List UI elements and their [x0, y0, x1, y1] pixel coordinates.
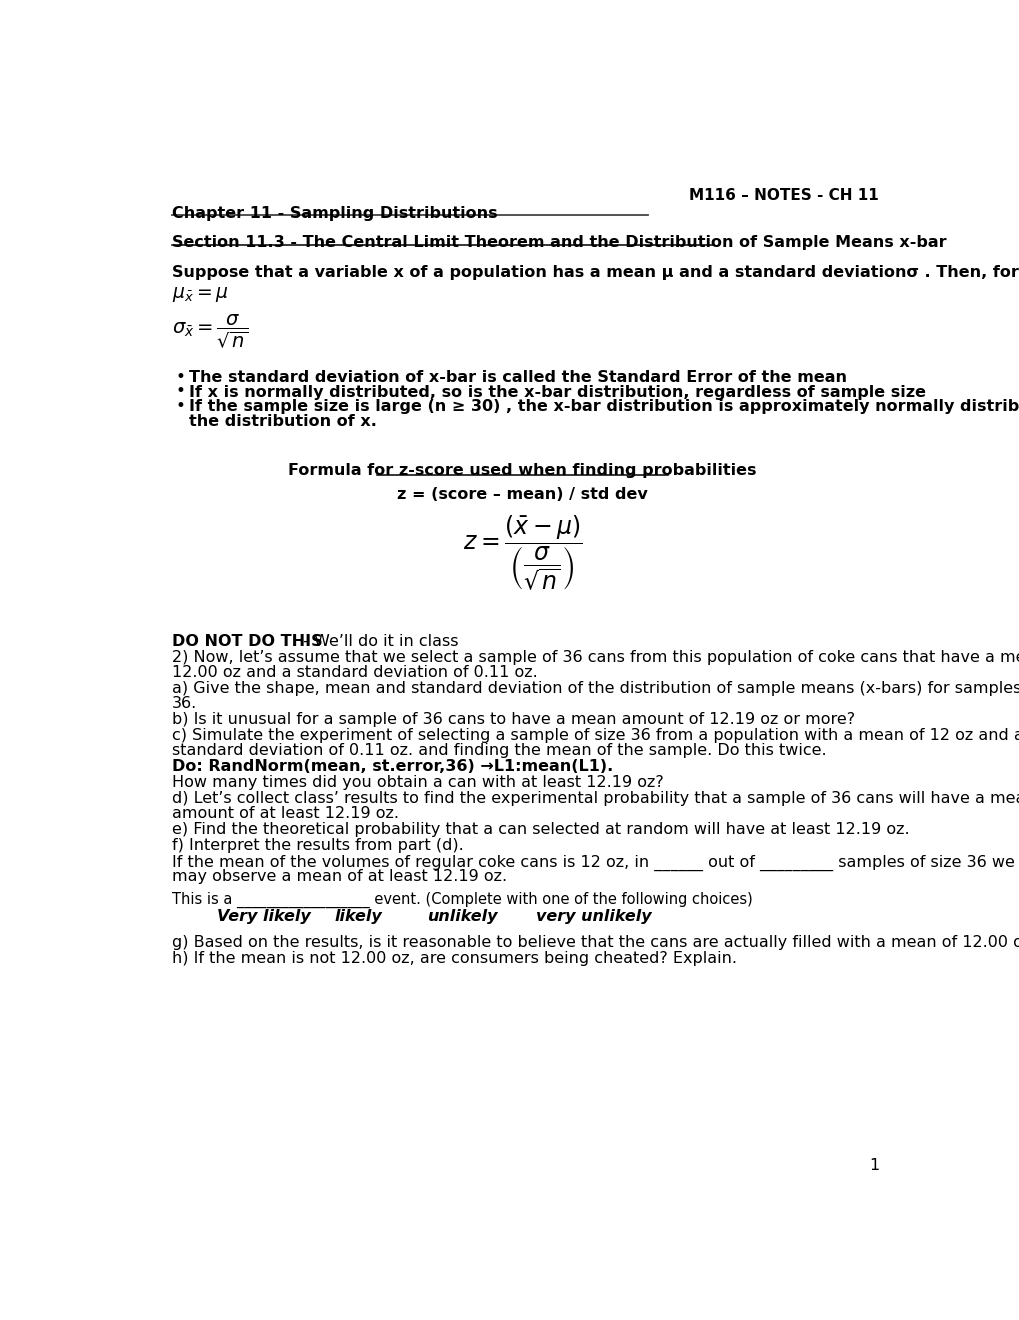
Text: Very likely: Very likely [216, 909, 310, 924]
Text: If the mean of the volumes of regular coke cans is 12 oz, in ______ out of _____: If the mean of the volumes of regular co… [171, 854, 1014, 871]
Text: Do: RandNorm(mean, st.error,36) →L1:mean(L1).: Do: RandNorm(mean, st.error,36) →L1:mean… [171, 759, 612, 774]
Text: The standard deviation of x-bar is called the Standard Error of the mean: The standard deviation of x-bar is calle… [189, 370, 846, 385]
Text: $\mu_{\bar{x}} = \mu$: $\mu_{\bar{x}} = \mu$ [171, 285, 228, 305]
Text: $\sigma_{\bar{x}} = \dfrac{\sigma}{\sqrt{n}}$: $\sigma_{\bar{x}} = \dfrac{\sigma}{\sqrt… [171, 313, 248, 350]
Text: •: • [175, 368, 185, 385]
Text: •: • [175, 383, 185, 400]
Text: may observe a mean of at least 12.19 oz.: may observe a mean of at least 12.19 oz. [171, 869, 506, 884]
Text: h) If the mean is not 12.00 oz, are consumers being cheated? Explain.: h) If the mean is not 12.00 oz, are cons… [171, 950, 736, 966]
Text: 1: 1 [868, 1158, 878, 1173]
Text: standard deviation of 0.11 oz. and finding the mean of the sample. Do this twice: standard deviation of 0.11 oz. and findi… [171, 743, 825, 758]
Text: amount of at least 12.19 oz.: amount of at least 12.19 oz. [171, 807, 398, 821]
Text: d) Let’s collect class’ results to find the experimental probability that a samp: d) Let’s collect class’ results to find … [171, 792, 1019, 807]
Text: This is a __________________ event. (Complete with one of the following choices): This is a __________________ event. (Com… [171, 891, 752, 908]
Text: •: • [175, 397, 185, 414]
Text: - We’ll do it in class: - We’ll do it in class [298, 635, 459, 649]
Text: z = (score – mean) / std dev: z = (score – mean) / std dev [397, 487, 647, 502]
Text: If the sample size is large (n ≥ 30) , the x-bar distribution is approximately n: If the sample size is large (n ≥ 30) , t… [189, 400, 1019, 414]
Text: $z = \dfrac{(\bar{x} - \mu)}{\left(\dfrac{\sigma}{\sqrt{n}}\right)}$: $z = \dfrac{(\bar{x} - \mu)}{\left(\dfra… [463, 515, 582, 593]
Text: likely: likely [334, 909, 382, 924]
Text: DO NOT DO THIS: DO NOT DO THIS [171, 635, 322, 649]
Text: f) Interpret the results from part (d).: f) Interpret the results from part (d). [171, 838, 463, 853]
Text: Formula for z-score used when finding probabilities: Formula for z-score used when finding pr… [288, 462, 756, 478]
Text: Chapter 11 - Sampling Distributions: Chapter 11 - Sampling Distributions [171, 206, 497, 222]
Text: 36.: 36. [171, 696, 197, 711]
Text: very unlikely: very unlikely [535, 909, 651, 924]
Text: How many times did you obtain a can with at least 12.19 oz?: How many times did you obtain a can with… [171, 775, 662, 791]
Text: a) Give the shape, mean and standard deviation of the distribution of sample mea: a) Give the shape, mean and standard dev… [171, 681, 1019, 696]
Text: unlikely: unlikely [427, 909, 497, 924]
Text: If x is normally distributed, so is the x-bar distribution, regardless of sample: If x is normally distributed, so is the … [189, 385, 925, 400]
Text: the distribution of x.: the distribution of x. [189, 414, 376, 429]
Text: M116 – NOTES - CH 11: M116 – NOTES - CH 11 [689, 187, 878, 203]
Text: 12.00 oz and a standard deviation of 0.11 oz.: 12.00 oz and a standard deviation of 0.1… [171, 665, 537, 680]
Text: b) Is it unusual for a sample of 36 cans to have a mean amount of 12.19 oz or mo: b) Is it unusual for a sample of 36 cans… [171, 711, 854, 727]
Text: e) Find the theoretical probability that a can selected at random will have at l: e) Find the theoretical probability that… [171, 822, 908, 837]
Text: 2) Now, let’s assume that we select a sample of 36 cans from this population of : 2) Now, let’s assume that we select a sa… [171, 651, 1019, 665]
Text: Suppose that a variable x of a population has a mean μ and a standard deviationσ: Suppose that a variable x of a populatio… [171, 264, 1019, 280]
Text: g) Based on the results, is it reasonable to believe that the cans are actually : g) Based on the results, is it reasonabl… [171, 935, 1019, 949]
Text: Section 11.3 - The Central Limit Theorem and the Distribution of Sample Means x-: Section 11.3 - The Central Limit Theorem… [171, 235, 946, 251]
Text: c) Simulate the experiment of selecting a sample of size 36 from a population wi: c) Simulate the experiment of selecting … [171, 729, 1019, 743]
